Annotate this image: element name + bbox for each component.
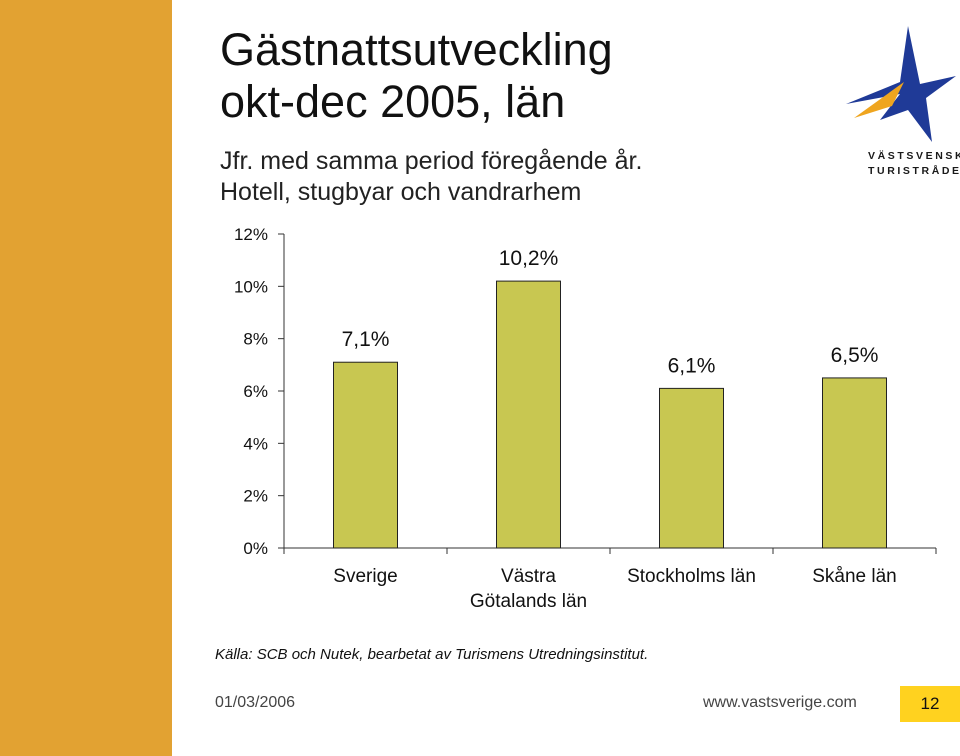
star-compass-icon (846, 26, 956, 142)
footer-date: 01/03/2006 (215, 694, 296, 711)
y-tick-label: 4% (243, 434, 268, 453)
vastsvenska-turistradet-logo: VÄSTSVENSKA TURISTRÅDET (846, 22, 960, 182)
subtitle-line-2: Hotell, stugbyar och vandrarhem (220, 178, 582, 206)
logo-text-line-2: TURISTRÅDET (868, 165, 960, 177)
slide-subtitle: Jfr. med samma period föregående år. Hot… (220, 146, 840, 208)
page-number: 12 (900, 686, 960, 722)
footer-url: www.vastsverige.com (703, 694, 857, 711)
x-category-label: Sverige (333, 566, 397, 587)
bar (333, 361, 398, 549)
data-label: 7,1% (342, 328, 390, 351)
bar (659, 387, 724, 549)
y-tick-label: 6% (243, 382, 268, 401)
title-line-2: okt-dec 2005, län (220, 76, 566, 127)
y-tick-label: 10% (234, 277, 268, 296)
y-tick-label: 0% (243, 539, 268, 558)
y-tick-label: 12% (234, 225, 268, 244)
y-tick-label: 2% (243, 487, 268, 506)
source-note: Källa: SCB och Nutek, bearbetat av Turis… (215, 646, 649, 663)
slide-title: Gästnattsutveckling okt-dec 2005, län (220, 24, 840, 128)
subtitle-line-1: Jfr. med samma period föregående år. (220, 147, 643, 175)
x-category-label: Skåne län (812, 566, 897, 587)
data-label: 10,2% (499, 247, 559, 270)
x-category-label: Västra (501, 566, 556, 587)
x-category-label: Stockholms län (627, 566, 756, 587)
title-line-1: Gästnattsutveckling (220, 24, 613, 75)
logo-text-line-1: VÄSTSVENSKA (868, 150, 960, 162)
orange-sidebar (0, 0, 172, 756)
data-label: 6,1% (668, 354, 716, 377)
x-category-label: Götalands län (470, 591, 587, 612)
y-tick-label: 8% (243, 330, 268, 349)
bar (822, 377, 887, 549)
bar (496, 280, 561, 549)
bar-chart: 0% 2% 4% 6% 8% 10% 12% 7,1% Sverige 10,2% Västra Gö… (234, 225, 937, 612)
data-label: 6,5% (831, 344, 879, 367)
